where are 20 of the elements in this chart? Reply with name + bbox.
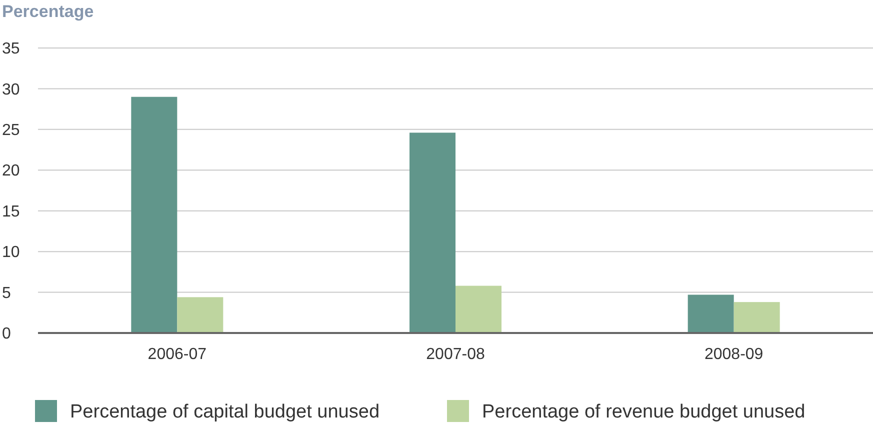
x-tick-label: 2006-07 — [148, 346, 207, 363]
bar — [688, 294, 734, 333]
y-tick-label: 15 — [2, 203, 20, 220]
y-tick-label: 20 — [2, 162, 20, 180]
y-tick-label: 5 — [2, 284, 11, 302]
x-tick-label: 2007-08 — [426, 346, 485, 363]
legend-label: Percentage of capital budget unused — [70, 402, 380, 423]
bar — [131, 96, 178, 333]
bar — [734, 302, 780, 333]
bar — [456, 286, 502, 333]
bar — [177, 297, 224, 333]
y-tick-label: 10 — [2, 244, 20, 262]
legend-label: Percentage of revenue budget unused — [482, 402, 806, 423]
y-tick-label: 25 — [2, 122, 20, 140]
bar — [410, 132, 456, 333]
y-tick-label: 0 — [2, 326, 11, 343]
y-axis-title: Percentage — [2, 2, 94, 21]
y-tick-label: 35 — [2, 40, 20, 58]
x-tick-label: 2008-09 — [704, 346, 764, 363]
y-tick-label: 30 — [2, 81, 20, 98]
